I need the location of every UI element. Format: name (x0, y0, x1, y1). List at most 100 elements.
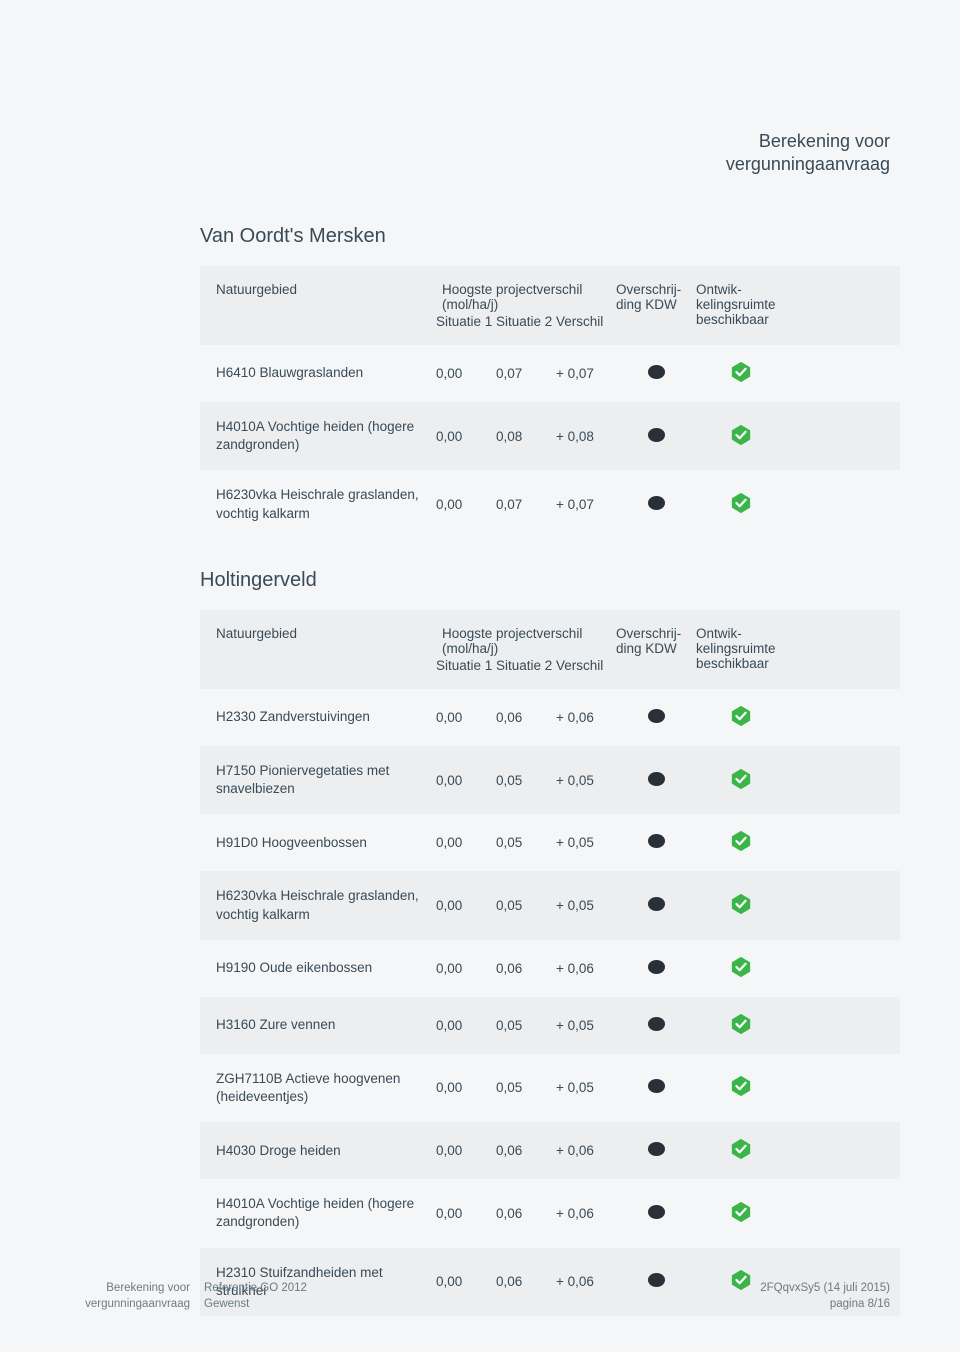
cell-situatie2: 0,07 (496, 497, 556, 512)
cell-name: H4010A Vochtige heiden (hogere zandgrond… (216, 1195, 436, 1231)
cell-overschrijding (616, 365, 696, 382)
section-title: Van Oordt's Mersken (200, 225, 900, 248)
cell-situatie1: 0,00 (436, 366, 496, 381)
table-row: H2330 Zandverstuivingen 0,00 0,06 + 0,06 (200, 689, 900, 746)
check-icon (730, 1013, 752, 1035)
table-row: H6230vka Heischrale graslanden, vochtig … (200, 470, 900, 538)
cell-verschil: + 0,07 (556, 497, 616, 512)
col-projectverschil: Hoogste projectverschil (mol/ha/j) Situa… (436, 282, 616, 329)
dot-icon (648, 772, 665, 786)
cell-situatie2: 0,05 (496, 835, 556, 850)
cell-overschrijding (616, 897, 696, 914)
cell-situatie2: 0,06 (496, 961, 556, 976)
cell-verschil: + 0,06 (556, 961, 616, 976)
table-row: H4030 Droge heiden 0,00 0,06 + 0,06 (200, 1122, 900, 1179)
cell-situatie1: 0,00 (436, 1080, 496, 1095)
dot-icon (648, 960, 665, 974)
col-situatie2: Situatie 2 (496, 314, 556, 329)
cell-situatie2: 0,05 (496, 1080, 556, 1095)
check-icon (730, 361, 752, 383)
cell-overschrijding (616, 709, 696, 726)
footer-left-1: Berekening voor (80, 1280, 190, 1296)
cell-situatie2: 0,05 (496, 773, 556, 788)
dot-icon (648, 834, 665, 848)
data-table: Natuurgebied Hoogste projectverschil (mo… (200, 266, 900, 539)
cell-situatie1: 0,00 (436, 429, 496, 444)
cell-overschrijding (616, 496, 696, 513)
cell-situatie1: 0,00 (436, 835, 496, 850)
table-row: H4010A Vochtige heiden (hogere zandgrond… (200, 1179, 900, 1247)
cell-ontwikkelingsruimte (696, 893, 786, 918)
check-icon (730, 956, 752, 978)
table-row: H9190 Oude eikenbossen 0,00 0,06 + 0,06 (200, 940, 900, 997)
table-row: H4010A Vochtige heiden (hogere zandgrond… (200, 402, 900, 470)
cell-ontwikkelingsruimte (696, 1138, 786, 1163)
page-header: Berekening voor vergunningaanvraag (726, 130, 890, 177)
table-row: ZGH7110B Actieve hoogvenen (heideveentje… (200, 1054, 900, 1122)
cell-name: H4010A Vochtige heiden (hogere zandgrond… (216, 418, 436, 454)
cell-situatie1: 0,00 (436, 961, 496, 976)
table-row: H6230vka Heischrale graslanden, vochtig … (200, 871, 900, 939)
col-verschil: Verschil (556, 658, 616, 673)
cell-overschrijding (616, 1205, 696, 1222)
check-icon (730, 1075, 752, 1097)
col-overschrijding: Overschrij- ding KDW (616, 626, 696, 656)
cell-verschil: + 0,06 (556, 1206, 616, 1221)
cell-ontwikkelingsruimte (696, 830, 786, 855)
footer-mid-2: Gewenst (204, 1296, 760, 1312)
footer-right-1: 2FQqvxSy5 (14 juli 2015) (760, 1280, 890, 1296)
cell-situatie2: 0,06 (496, 1143, 556, 1158)
cell-situatie2: 0,05 (496, 898, 556, 913)
check-icon (730, 705, 752, 727)
cell-name: H3160 Zure vennen (216, 1016, 436, 1034)
col-projectverschil: Hoogste projectverschil (mol/ha/j) Situa… (436, 626, 616, 673)
dot-icon (648, 1017, 665, 1031)
check-icon (730, 1138, 752, 1160)
cell-overschrijding (616, 428, 696, 445)
footer-left-2: vergunningaanvraag (80, 1296, 190, 1312)
check-icon (730, 893, 752, 915)
cell-name: H9190 Oude eikenbossen (216, 959, 436, 977)
check-icon (730, 830, 752, 852)
col-overschrijding: Overschrij- ding KDW (616, 282, 696, 312)
cell-verschil: + 0,07 (556, 366, 616, 381)
cell-name: H91D0 Hoogveenbossen (216, 834, 436, 852)
cell-verschil: + 0,05 (556, 773, 616, 788)
table-row: H6410 Blauwgraslanden 0,00 0,07 + 0,07 (200, 345, 900, 402)
table-header: Natuurgebied Hoogste projectverschil (mo… (200, 266, 900, 345)
dot-icon (648, 897, 665, 911)
cell-situatie1: 0,00 (436, 1018, 496, 1033)
cell-ontwikkelingsruimte (696, 1075, 786, 1100)
cell-overschrijding (616, 1079, 696, 1096)
col-ontwikkelingsruimte: Ontwik- kelingsruimte beschikbaar (696, 282, 786, 327)
cell-ontwikkelingsruimte (696, 705, 786, 730)
footer-mid-1: Referentie GO 2012 (204, 1280, 760, 1296)
cell-verschil: + 0,05 (556, 835, 616, 850)
dot-icon (648, 428, 665, 442)
check-icon (730, 424, 752, 446)
cell-verschil: + 0,06 (556, 1143, 616, 1158)
check-icon (730, 1201, 752, 1223)
header-line1: Berekening voor (726, 130, 890, 153)
cell-name: H4030 Droge heiden (216, 1142, 436, 1160)
table-row: H3160 Zure vennen 0,00 0,05 + 0,05 (200, 997, 900, 1054)
cell-ontwikkelingsruimte (696, 492, 786, 517)
cell-verschil: + 0,05 (556, 898, 616, 913)
cell-ontwikkelingsruimte (696, 956, 786, 981)
cell-name: H6410 Blauwgraslanden (216, 364, 436, 382)
cell-situatie2: 0,07 (496, 366, 556, 381)
footer-right-2: pagina 8/16 (760, 1296, 890, 1312)
cell-situatie2: 0,05 (496, 1018, 556, 1033)
cell-situatie2: 0,06 (496, 1206, 556, 1221)
cell-name: H2330 Zandverstuivingen (216, 708, 436, 726)
check-icon (730, 768, 752, 790)
cell-overschrijding (616, 1142, 696, 1159)
dot-icon (648, 709, 665, 723)
cell-overschrijding (616, 960, 696, 977)
check-icon (730, 492, 752, 514)
table-row: H7150 Pioniervegetaties met snavelbiezen… (200, 746, 900, 814)
col-natuurgebied: Natuurgebied (216, 626, 436, 641)
table-header: Natuurgebied Hoogste projectverschil (mo… (200, 610, 900, 689)
col-situatie1: Situatie 1 (436, 658, 496, 673)
dot-icon (648, 496, 665, 510)
